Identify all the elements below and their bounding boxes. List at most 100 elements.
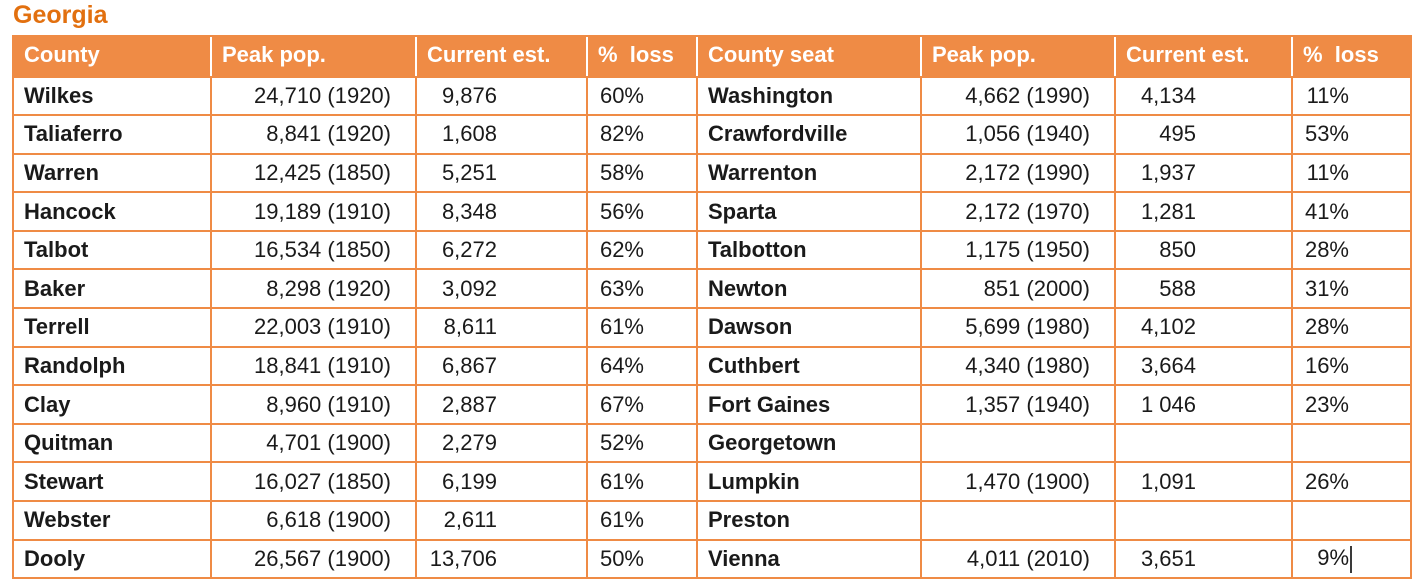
cell-pct-loss[interactable]: 64% xyxy=(586,345,698,387)
header-seat-current-est[interactable]: Current est. xyxy=(1114,34,1292,78)
cell-peak-pop[interactable]: 8,960 (1910) xyxy=(210,384,417,425)
cell-current-est[interactable]: 6,867 xyxy=(415,345,588,387)
cell-seat-current-est[interactable] xyxy=(1114,500,1293,541)
cell-seat-pct-loss[interactable]: 31% xyxy=(1291,268,1412,310)
cell-seat-pct-loss[interactable]: 16% xyxy=(1291,345,1412,387)
cell-seat-pct-loss[interactable]: 26% xyxy=(1291,461,1412,503)
cell-county[interactable]: Talbot xyxy=(12,229,212,271)
cell-seat-current-est[interactable]: 3,664 xyxy=(1114,345,1293,387)
cell-pct-loss[interactable]: 62% xyxy=(586,229,698,271)
cell-county[interactable]: Baker xyxy=(12,268,212,310)
cell-seat-current-est[interactable]: 1 046 xyxy=(1114,384,1293,425)
cell-seat-current-est[interactable]: 1,281 xyxy=(1114,191,1293,232)
cell-peak-pop[interactable]: 8,298 (1920) xyxy=(210,268,417,310)
cell-county[interactable]: Taliaferro xyxy=(12,114,212,155)
cell-county-seat[interactable]: Preston xyxy=(696,500,922,541)
cell-current-est[interactable]: 2,887 xyxy=(415,384,588,425)
header-pct-loss[interactable]: % loss xyxy=(586,34,697,78)
cell-county[interactable]: Stewart xyxy=(12,461,212,503)
cell-county-seat[interactable]: Fort Gaines xyxy=(696,384,922,425)
cell-seat-peak-pop[interactable]: 2,172 (1970) xyxy=(920,191,1116,232)
cell-seat-current-est[interactable]: 1,091 xyxy=(1114,461,1293,503)
cell-county[interactable]: Webster xyxy=(12,500,212,541)
cell-peak-pop[interactable]: 18,841 (1910) xyxy=(210,345,417,387)
cell-county-seat[interactable]: Dawson xyxy=(696,307,922,348)
cell-current-est[interactable]: 8,348 xyxy=(415,191,588,232)
cell-county[interactable]: Randolph xyxy=(12,345,212,387)
header-seat-pct-loss[interactable]: % loss xyxy=(1291,34,1412,78)
page-title[interactable]: Georgia xyxy=(13,1,108,29)
cell-current-est[interactable]: 13,706 xyxy=(415,538,588,580)
header-seat-peak-pop[interactable]: Peak pop. xyxy=(920,34,1115,78)
cell-pct-loss[interactable]: 63% xyxy=(586,268,698,310)
cell-county-seat[interactable]: Talbotton xyxy=(696,229,922,271)
cell-seat-peak-pop[interactable]: 2,172 (1990) xyxy=(920,152,1116,194)
cell-seat-pct-loss[interactable] xyxy=(1291,422,1412,464)
cell-county[interactable]: Hancock xyxy=(12,191,212,232)
cell-pct-loss[interactable]: 56% xyxy=(586,191,698,232)
cell-peak-pop[interactable]: 6,618 (1900) xyxy=(210,500,417,541)
cell-peak-pop[interactable]: 19,189 (1910) xyxy=(210,191,417,232)
cell-seat-peak-pop[interactable]: 1,357 (1940) xyxy=(920,384,1116,425)
cell-seat-current-est[interactable]: 1,937 xyxy=(1114,152,1293,194)
header-county-seat[interactable]: County seat xyxy=(696,34,921,78)
cell-county[interactable]: Warren xyxy=(12,152,212,194)
cell-peak-pop[interactable]: 8,841 (1920) xyxy=(210,114,417,155)
cell-seat-pct-loss[interactable]: 53% xyxy=(1291,114,1412,155)
cell-current-est[interactable]: 2,279 xyxy=(415,422,588,464)
cell-seat-current-est[interactable]: 495 xyxy=(1114,114,1293,155)
cell-seat-pct-loss[interactable] xyxy=(1291,500,1412,541)
cell-current-est[interactable]: 2,611 xyxy=(415,500,588,541)
cell-county-seat[interactable]: Vienna xyxy=(696,538,922,580)
cell-seat-peak-pop[interactable]: 1,175 (1950) xyxy=(920,229,1116,271)
cell-current-est[interactable]: 6,272 xyxy=(415,229,588,271)
cell-seat-pct-loss[interactable]: 9% xyxy=(1291,538,1412,580)
cell-county-seat[interactable]: Warrenton xyxy=(696,152,922,194)
cell-county[interactable]: Clay xyxy=(12,384,212,425)
cell-current-est[interactable]: 1,608 xyxy=(415,114,588,155)
cell-seat-pct-loss[interactable]: 23% xyxy=(1291,384,1412,425)
cell-county[interactable]: Dooly xyxy=(12,538,212,580)
cell-seat-current-est[interactable]: 3,651 xyxy=(1114,538,1293,580)
cell-county[interactable]: Quitman xyxy=(12,422,212,464)
cell-pct-loss[interactable]: 82% xyxy=(586,114,698,155)
cell-county-seat[interactable]: Newton xyxy=(696,268,922,310)
cell-seat-current-est[interactable]: 850 xyxy=(1114,229,1293,271)
cell-seat-peak-pop[interactable]: 1,470 (1900) xyxy=(920,461,1116,503)
cell-seat-current-est[interactable] xyxy=(1114,422,1293,464)
cell-county-seat[interactable]: Sparta xyxy=(696,191,922,232)
cell-peak-pop[interactable]: 12,425 (1850) xyxy=(210,152,417,194)
cell-peak-pop[interactable]: 16,534 (1850) xyxy=(210,229,417,271)
cell-county-seat[interactable]: Cuthbert xyxy=(696,345,922,387)
cell-seat-peak-pop[interactable] xyxy=(920,422,1116,464)
cell-seat-peak-pop[interactable]: 851 (2000) xyxy=(920,268,1116,310)
cell-current-est[interactable]: 6,199 xyxy=(415,461,588,503)
cell-seat-current-est[interactable]: 4,102 xyxy=(1114,307,1293,348)
cell-pct-loss[interactable]: 50% xyxy=(586,538,698,580)
cell-seat-pct-loss[interactable]: 41% xyxy=(1291,191,1412,232)
cell-seat-pct-loss[interactable]: 28% xyxy=(1291,229,1412,271)
cell-peak-pop[interactable]: 22,003 (1910) xyxy=(210,307,417,348)
cell-seat-peak-pop[interactable] xyxy=(920,500,1116,541)
header-current-est[interactable]: Current est. xyxy=(415,34,587,78)
cell-peak-pop[interactable]: 24,710 (1920) xyxy=(210,75,417,117)
cell-pct-loss[interactable]: 58% xyxy=(586,152,698,194)
cell-seat-peak-pop[interactable]: 4,011 (2010) xyxy=(920,538,1116,580)
cell-county-seat[interactable]: Georgetown xyxy=(696,422,922,464)
cell-county[interactable]: Terrell xyxy=(12,307,212,348)
cell-seat-pct-loss[interactable]: 11% xyxy=(1291,75,1412,117)
cell-county-seat[interactable]: Washington xyxy=(696,75,922,117)
cell-current-est[interactable]: 9,876 xyxy=(415,75,588,117)
cell-seat-peak-pop[interactable]: 4,340 (1980) xyxy=(920,345,1116,387)
cell-pct-loss[interactable]: 61% xyxy=(586,500,698,541)
cell-current-est[interactable]: 8,611 xyxy=(415,307,588,348)
cell-peak-pop[interactable]: 16,027 (1850) xyxy=(210,461,417,503)
cell-county-seat[interactable]: Lumpkin xyxy=(696,461,922,503)
cell-peak-pop[interactable]: 4,701 (1900) xyxy=(210,422,417,464)
cell-seat-pct-loss[interactable]: 11% xyxy=(1291,152,1412,194)
cell-pct-loss[interactable]: 61% xyxy=(586,461,698,503)
cell-pct-loss[interactable]: 52% xyxy=(586,422,698,464)
cell-pct-loss[interactable]: 61% xyxy=(586,307,698,348)
cell-county[interactable]: Wilkes xyxy=(12,75,212,117)
cell-current-est[interactable]: 5,251 xyxy=(415,152,588,194)
